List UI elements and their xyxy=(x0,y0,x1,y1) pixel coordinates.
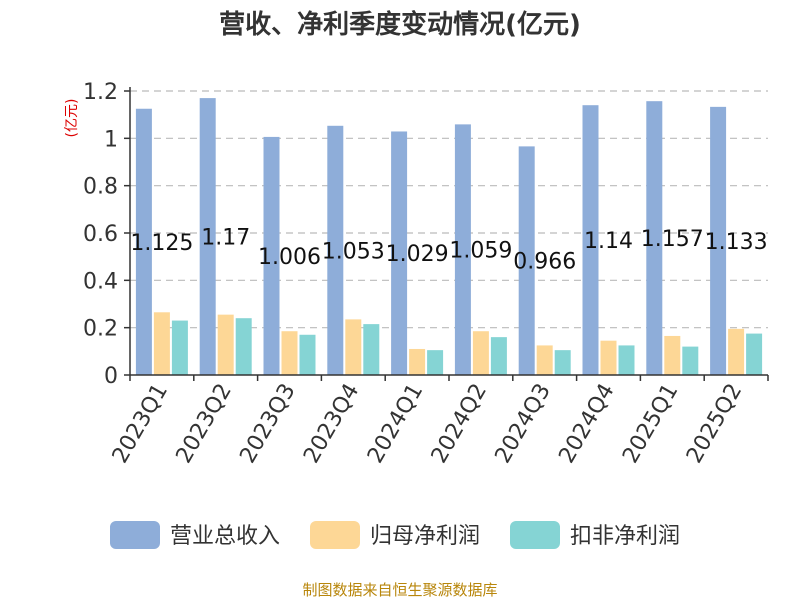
bar-net-profit xyxy=(664,335,681,375)
x-tick-label: 2023Q3 xyxy=(235,380,300,468)
bar-revenue xyxy=(263,136,280,375)
data-label: 1.006 xyxy=(258,245,321,270)
legend-swatch xyxy=(310,521,360,549)
x-tick-label: 2023Q2 xyxy=(172,380,237,468)
data-label: 1.029 xyxy=(386,242,449,267)
data-label: 1.14 xyxy=(584,229,633,254)
bar-net-profit xyxy=(409,348,426,375)
data-label: 0.966 xyxy=(513,250,576,275)
data-source-note: 制图数据来自恒生聚源数据库 xyxy=(302,581,497,599)
data-label: 1.053 xyxy=(322,239,385,264)
bar-net-profit xyxy=(281,331,298,375)
legend-swatch xyxy=(110,521,160,549)
x-tick-label: 2024Q4 xyxy=(554,380,619,468)
y-tick-label: 1.2 xyxy=(83,80,118,105)
legend-label: 扣非净利润 xyxy=(570,524,680,549)
bar-deducted-net-profit xyxy=(746,333,763,375)
x-tick-label: 2023Q4 xyxy=(299,380,364,468)
data-label: 1.17 xyxy=(201,226,250,251)
bar-revenue xyxy=(327,125,344,375)
legend-label: 营业总收入 xyxy=(170,524,280,549)
bar-revenue xyxy=(454,124,471,376)
y-tick-label: 0 xyxy=(104,364,118,389)
legend-item[interactable]: 扣非净利润 xyxy=(510,521,680,549)
data-label: 1.059 xyxy=(449,239,512,264)
bar-deducted-net-profit xyxy=(299,334,316,375)
bar-deducted-net-profit xyxy=(554,350,571,375)
bar-deducted-net-profit xyxy=(363,324,380,375)
chart-title: 营收、净利季度变动情况(亿元) xyxy=(219,9,581,40)
bar-net-profit xyxy=(345,319,362,375)
bar-revenue xyxy=(199,98,216,375)
bar-deducted-net-profit xyxy=(618,345,635,375)
bar-net-profit xyxy=(217,314,234,375)
data-label: 1.133 xyxy=(705,230,768,255)
x-tick-label: 2025Q1 xyxy=(618,380,683,468)
bar-revenue xyxy=(582,105,599,375)
legend-label: 归母净利润 xyxy=(370,524,480,549)
bar-revenue xyxy=(518,146,535,375)
grid-lines xyxy=(130,90,768,329)
bar-net-profit xyxy=(600,340,617,375)
data-label: 1.125 xyxy=(130,231,193,256)
y-tick-label: 1 xyxy=(104,127,118,152)
y-axis-unit-label: (亿元) xyxy=(64,99,80,138)
x-tick-label: 2024Q3 xyxy=(491,380,556,468)
bar-deducted-net-profit xyxy=(171,320,188,375)
bar-deducted-net-profit xyxy=(235,318,252,375)
bars xyxy=(135,98,763,376)
bar-revenue xyxy=(646,101,663,375)
x-tick-label: 2024Q1 xyxy=(363,380,428,468)
x-tick-label: 2025Q2 xyxy=(682,380,747,468)
data-label: 1.157 xyxy=(641,227,704,252)
x-tick-label: 2024Q2 xyxy=(427,380,492,468)
legend-swatch xyxy=(510,521,560,549)
legend-item[interactable]: 营业总收入 xyxy=(110,521,280,549)
bar-net-profit xyxy=(472,331,489,375)
bar-net-profit xyxy=(153,312,170,375)
bar-deducted-net-profit xyxy=(490,337,507,375)
y-tick-label: 0.6 xyxy=(83,222,118,247)
data-labels: 1.125 1.17 1.006 1.053 1.029 1.059 0.966 1.14 1.… xyxy=(130,226,767,275)
y-axis-ticks: 0 0.2 0.4 0.6 0.8 1 1.2 xyxy=(83,80,130,389)
x-tick-label: 2023Q1 xyxy=(108,380,173,468)
bar-net-profit xyxy=(536,345,553,375)
bar-revenue xyxy=(710,106,727,376)
bar-revenue xyxy=(135,108,152,375)
bar-deducted-net-profit xyxy=(682,346,699,375)
legend[interactable]: 营业总收入 归母净利润 扣非净利润 xyxy=(110,521,680,549)
x-axis-ticks: 2023Q12023Q22023Q32023Q42024Q12024Q22024… xyxy=(108,375,769,468)
bar-deducted-net-profit xyxy=(427,350,444,375)
bar-revenue xyxy=(391,131,408,375)
y-tick-label: 0.2 xyxy=(83,317,118,342)
y-tick-label: 0.4 xyxy=(83,269,118,294)
y-tick-label: 0.8 xyxy=(83,175,118,200)
legend-item[interactable]: 归母净利润 xyxy=(310,521,480,549)
bar-net-profit xyxy=(728,328,745,375)
